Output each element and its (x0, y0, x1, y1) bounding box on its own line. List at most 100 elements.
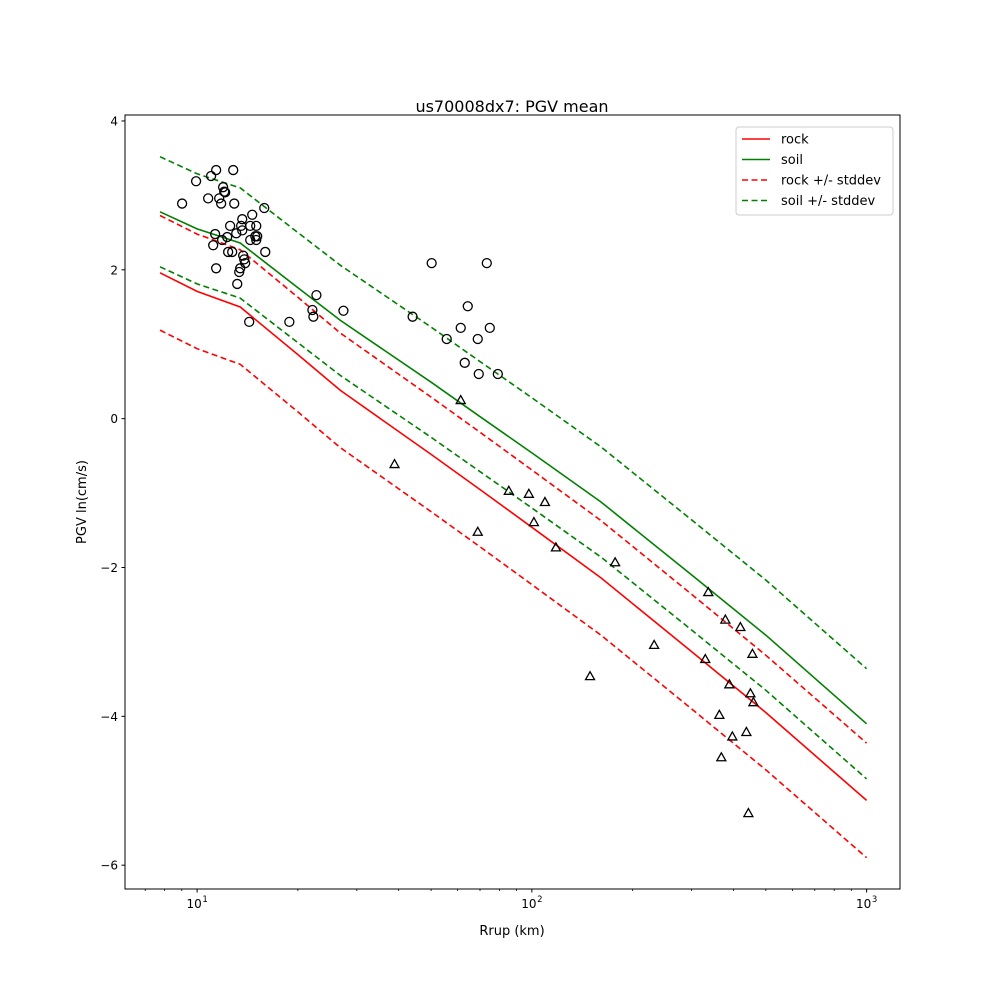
data-point-circle (237, 225, 248, 236)
x-tick-label: 10 (521, 897, 536, 911)
data-point-circle (307, 304, 318, 316)
series-line-rock-stddev (159, 214, 868, 744)
data-point-triangle (734, 621, 746, 632)
data-point-circle (462, 301, 473, 312)
y-tick-label: 4 (110, 114, 118, 128)
plot-frame (124, 114, 901, 890)
data-point-circle (217, 182, 229, 193)
y-tick-label: −4 (100, 710, 118, 724)
data-point-circle (311, 289, 322, 301)
y-tick-label: 2 (110, 263, 118, 277)
data-point-circle (308, 311, 319, 322)
data-point-circle (426, 257, 437, 269)
legend-label: rock (781, 133, 809, 148)
x-tick-label: 10 (186, 897, 201, 911)
data-point-circle (245, 220, 256, 232)
data-point-triangle (742, 807, 755, 818)
data-point-circle (338, 305, 349, 316)
data-point-triangle (744, 687, 757, 698)
data-point-triangle (699, 653, 711, 664)
data-point-triangle (472, 525, 484, 536)
data-point-circle (214, 193, 225, 204)
data-point-circle (211, 263, 222, 274)
data-point-triangle (388, 458, 401, 469)
series-line-rock (159, 272, 868, 802)
data-point-circle (459, 357, 470, 368)
data-point-circle (224, 220, 236, 232)
x-tick-exponent: 1 (202, 895, 207, 905)
data-point-triangle (702, 586, 714, 597)
data-point-circle (176, 198, 188, 209)
data-point-circle (247, 209, 258, 220)
x-axis-label: Rrup (km) (479, 924, 544, 939)
data-point-circle (237, 214, 248, 225)
legend-label: soil (781, 153, 803, 168)
data-point-triangle (719, 613, 731, 624)
data-point-circle (473, 368, 484, 380)
data-point-triangle (723, 678, 735, 689)
data-point-circle (484, 322, 495, 334)
data-point-circle (240, 257, 251, 269)
data-point-circle (251, 220, 262, 232)
x-tick-exponent: 3 (872, 895, 877, 905)
data-point-circle (455, 322, 466, 334)
data-point-circle (211, 164, 222, 176)
data-point-circle (216, 198, 227, 209)
series-line-soil (159, 211, 868, 725)
data-point-triangle (550, 541, 562, 552)
x-tick-exponent: 2 (537, 895, 542, 905)
data-point-circle (205, 170, 217, 182)
series-line-soil-stddev-lower- (159, 266, 868, 780)
data-point-circle (244, 316, 255, 328)
data-point-circle (260, 246, 271, 258)
data-point-circle (222, 231, 233, 243)
y-tick-label: 0 (110, 412, 118, 426)
data-point-circle (441, 333, 452, 345)
data-point-circle (208, 240, 219, 251)
data-point-triangle (715, 751, 727, 762)
legend-box (735, 126, 894, 216)
data-point-circle (209, 228, 221, 240)
data-point-triangle (455, 394, 467, 405)
data-point-circle (407, 311, 418, 322)
data-point-circle (190, 176, 202, 187)
data-point-triangle (584, 670, 596, 681)
y-tick-label: −2 (100, 561, 118, 575)
data-point-triangle (713, 709, 725, 719)
data-point-triangle (740, 726, 752, 737)
data-point-triangle (648, 639, 660, 650)
x-tick-label: 10 (856, 897, 871, 911)
data-point-triangle (523, 487, 535, 498)
data-point-circle (203, 193, 214, 204)
data-point-circle (284, 316, 295, 328)
data-point-circle (216, 234, 228, 246)
data-point-triangle (746, 647, 759, 658)
series-line-rock-stddev-lower- (159, 329, 868, 859)
y-tick-label: −6 (100, 859, 118, 873)
data-point-triangle (609, 556, 621, 567)
data-point-circle (222, 246, 234, 258)
data-point-circle (228, 164, 239, 176)
legend-label: soil +/- stddev (781, 194, 876, 209)
data-point-circle (232, 278, 243, 290)
data-point-circle (492, 368, 503, 380)
data-point-circle (220, 187, 231, 198)
data-point-circle (219, 186, 230, 197)
data-point-circle (472, 333, 483, 345)
data-point-triangle (726, 730, 738, 741)
data-point-circle (252, 231, 263, 242)
data-point-triangle (539, 496, 551, 507)
data-point-circle (481, 257, 492, 269)
data-point-circle (229, 198, 240, 209)
chart-title: us70008dx7: PGV mean (415, 97, 608, 116)
data-point-triangle (747, 696, 760, 707)
data-point-circle (227, 246, 238, 258)
y-axis-label: PGV ln(cm/s) (75, 460, 90, 544)
data-point-circle (231, 228, 242, 239)
data-point-circle (259, 202, 270, 214)
data-point-triangle (528, 516, 540, 527)
legend-label: rock +/- stddev (781, 174, 881, 189)
series-line-soil-stddev (159, 155, 868, 670)
data-point-triangle (503, 485, 515, 495)
